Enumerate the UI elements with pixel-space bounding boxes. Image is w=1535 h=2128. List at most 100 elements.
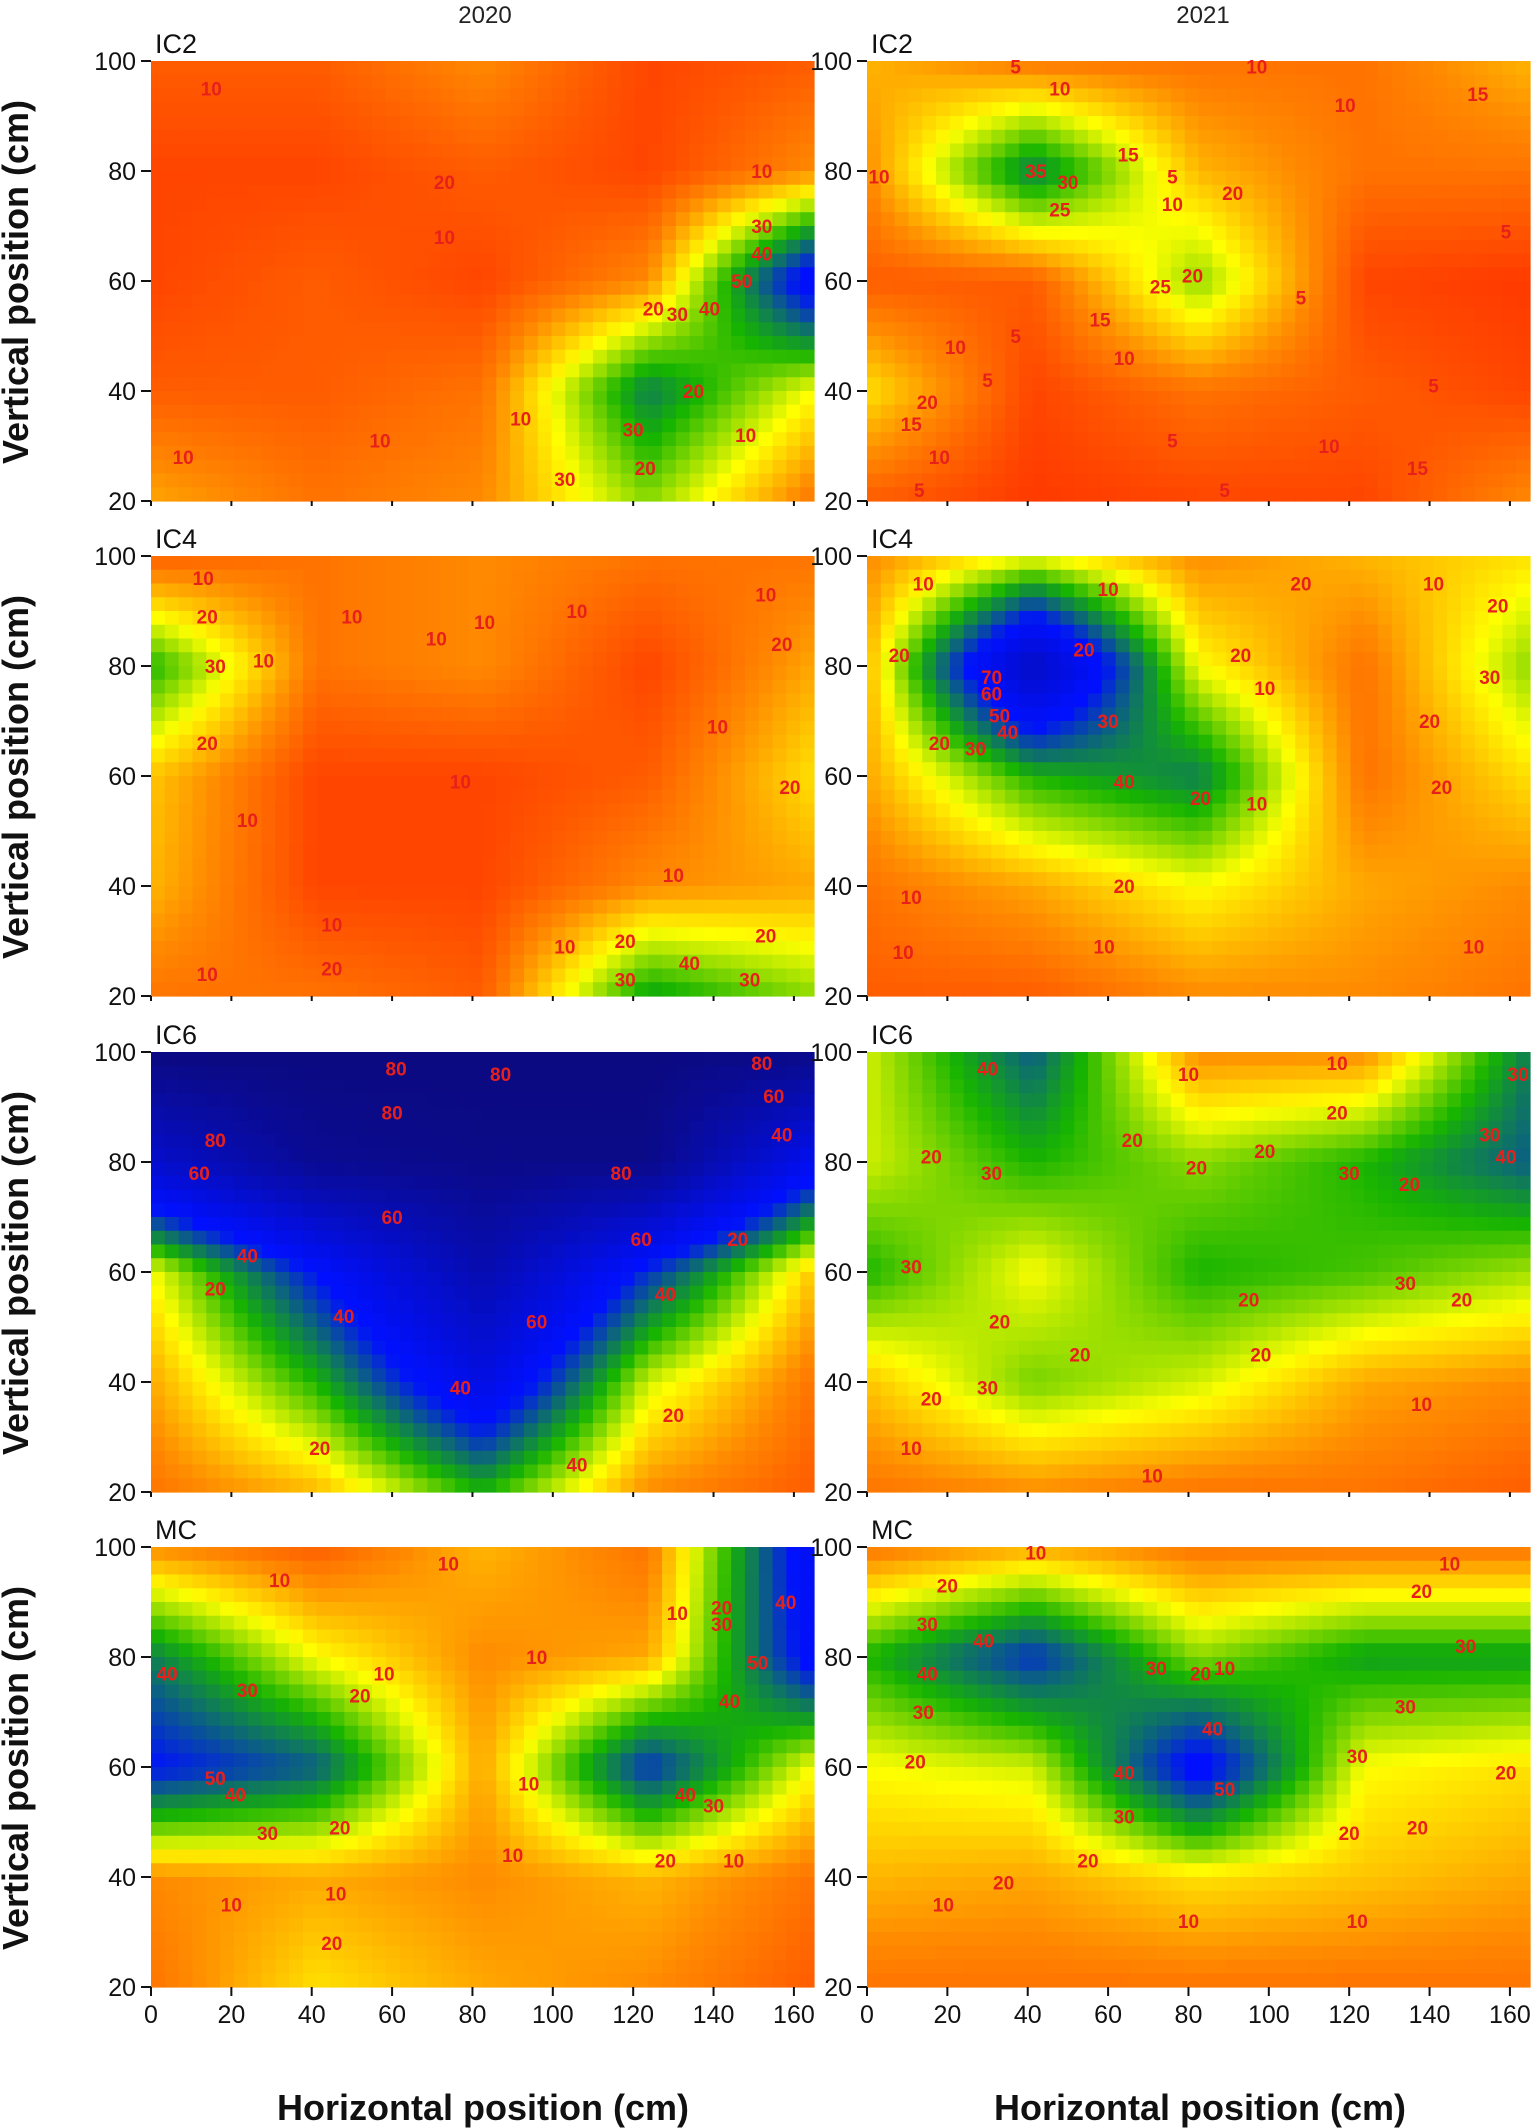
contour-cell — [772, 734, 787, 750]
contour-cell — [620, 789, 636, 805]
contour-cell — [922, 363, 937, 378]
contour-cell — [949, 473, 965, 488]
contour-cell — [302, 831, 318, 846]
contour-cell — [178, 721, 194, 736]
contour-cell — [372, 349, 387, 365]
contour-cell — [977, 74, 992, 90]
contour-cell — [731, 322, 746, 337]
contour-cell — [689, 267, 705, 282]
contour-cell — [593, 982, 608, 997]
contour-cell — [192, 308, 207, 323]
contour-cell — [233, 432, 249, 447]
contour-cell — [1046, 556, 1061, 571]
contour-cell — [1295, 74, 1310, 90]
contour-cell — [662, 102, 677, 117]
contour-label: 30 — [739, 971, 760, 992]
contour-cell — [164, 638, 180, 653]
contour-cell — [316, 707, 332, 722]
contour-cell — [675, 308, 691, 323]
contour-cell — [1419, 267, 1434, 282]
contour-cell — [523, 322, 539, 337]
contour-cell — [593, 597, 608, 612]
contour-cell — [1060, 171, 1075, 186]
contour-cell — [675, 418, 691, 433]
contour-cell — [247, 171, 263, 186]
contour-cell — [1516, 446, 1531, 461]
contour-label: 10 — [474, 613, 495, 634]
contour-cell — [1281, 322, 1296, 337]
contour-cell — [1322, 281, 1338, 296]
contour-cell — [537, 941, 553, 956]
contour-label: 20 — [917, 393, 938, 414]
contour-cell — [1405, 281, 1421, 296]
contour-cell — [579, 748, 594, 763]
contour-cell — [579, 941, 594, 956]
contour-cell — [523, 707, 539, 722]
contour-cell — [302, 899, 318, 915]
contour-cell — [302, 789, 318, 805]
contour-cell — [786, 597, 801, 612]
contour-cell — [1295, 226, 1310, 241]
contour-cell — [1032, 349, 1048, 365]
contour-cell — [717, 432, 732, 447]
contour-cell — [316, 569, 332, 585]
contour-cell — [758, 899, 774, 915]
contour-cell — [1115, 308, 1131, 323]
contour-cell — [178, 927, 194, 942]
contour-cell — [1060, 281, 1075, 296]
contour-cell — [786, 143, 801, 158]
contour-cell — [482, 184, 497, 200]
contour-cell — [1060, 61, 1075, 76]
contour-cell — [1488, 198, 1503, 213]
contour-cell — [523, 171, 539, 186]
contour-cell — [482, 459, 497, 475]
contour-cell — [551, 597, 566, 612]
contour-cell — [634, 954, 649, 970]
contour-cell — [772, 569, 787, 585]
contour-cell — [1170, 294, 1186, 310]
contour-cell — [441, 473, 456, 488]
contour-cell — [385, 941, 401, 956]
contour-cell — [894, 239, 910, 255]
contour-cell — [233, 377, 249, 392]
contour-cell — [399, 322, 415, 337]
contour-cell — [1322, 391, 1338, 406]
contour-cell — [717, 212, 732, 227]
contour-cell — [385, 872, 401, 887]
contour-cell — [330, 102, 345, 117]
contour-cell — [689, 61, 705, 76]
contour-cell — [1309, 418, 1324, 433]
contour-cell — [178, 652, 194, 667]
contour-cell — [593, 652, 608, 667]
contour-cell — [316, 294, 332, 310]
contour-cell — [372, 844, 387, 860]
contour-cell — [1378, 349, 1393, 365]
contour-cell — [634, 652, 649, 667]
contour-cell — [977, 184, 992, 200]
contour-cell — [289, 789, 304, 805]
contour-cell — [772, 666, 787, 681]
contour-cell — [551, 102, 566, 117]
contour-cell — [316, 638, 332, 653]
contour-cell — [1391, 198, 1407, 213]
contour-cell — [427, 817, 442, 832]
contour-cell — [496, 982, 511, 997]
contour-cell — [1184, 418, 1200, 433]
contour-label: 10 — [1114, 349, 1135, 370]
contour-cell — [413, 88, 428, 103]
contour-cell — [731, 693, 746, 708]
contour-cell — [949, 184, 965, 200]
contour-cell — [510, 473, 525, 488]
contour-cell — [1184, 459, 1200, 475]
contour-cell — [275, 968, 290, 983]
contour-cell — [1460, 253, 1476, 268]
panel-tag: IC4 — [155, 524, 197, 554]
contour-cell — [963, 157, 979, 172]
contour-cell — [675, 844, 691, 860]
contour-cell — [206, 487, 221, 502]
contour-cell — [1433, 184, 1448, 200]
contour-cell — [1336, 569, 1352, 585]
contour-cell — [1502, 88, 1517, 103]
contour-cell — [1170, 308, 1186, 323]
